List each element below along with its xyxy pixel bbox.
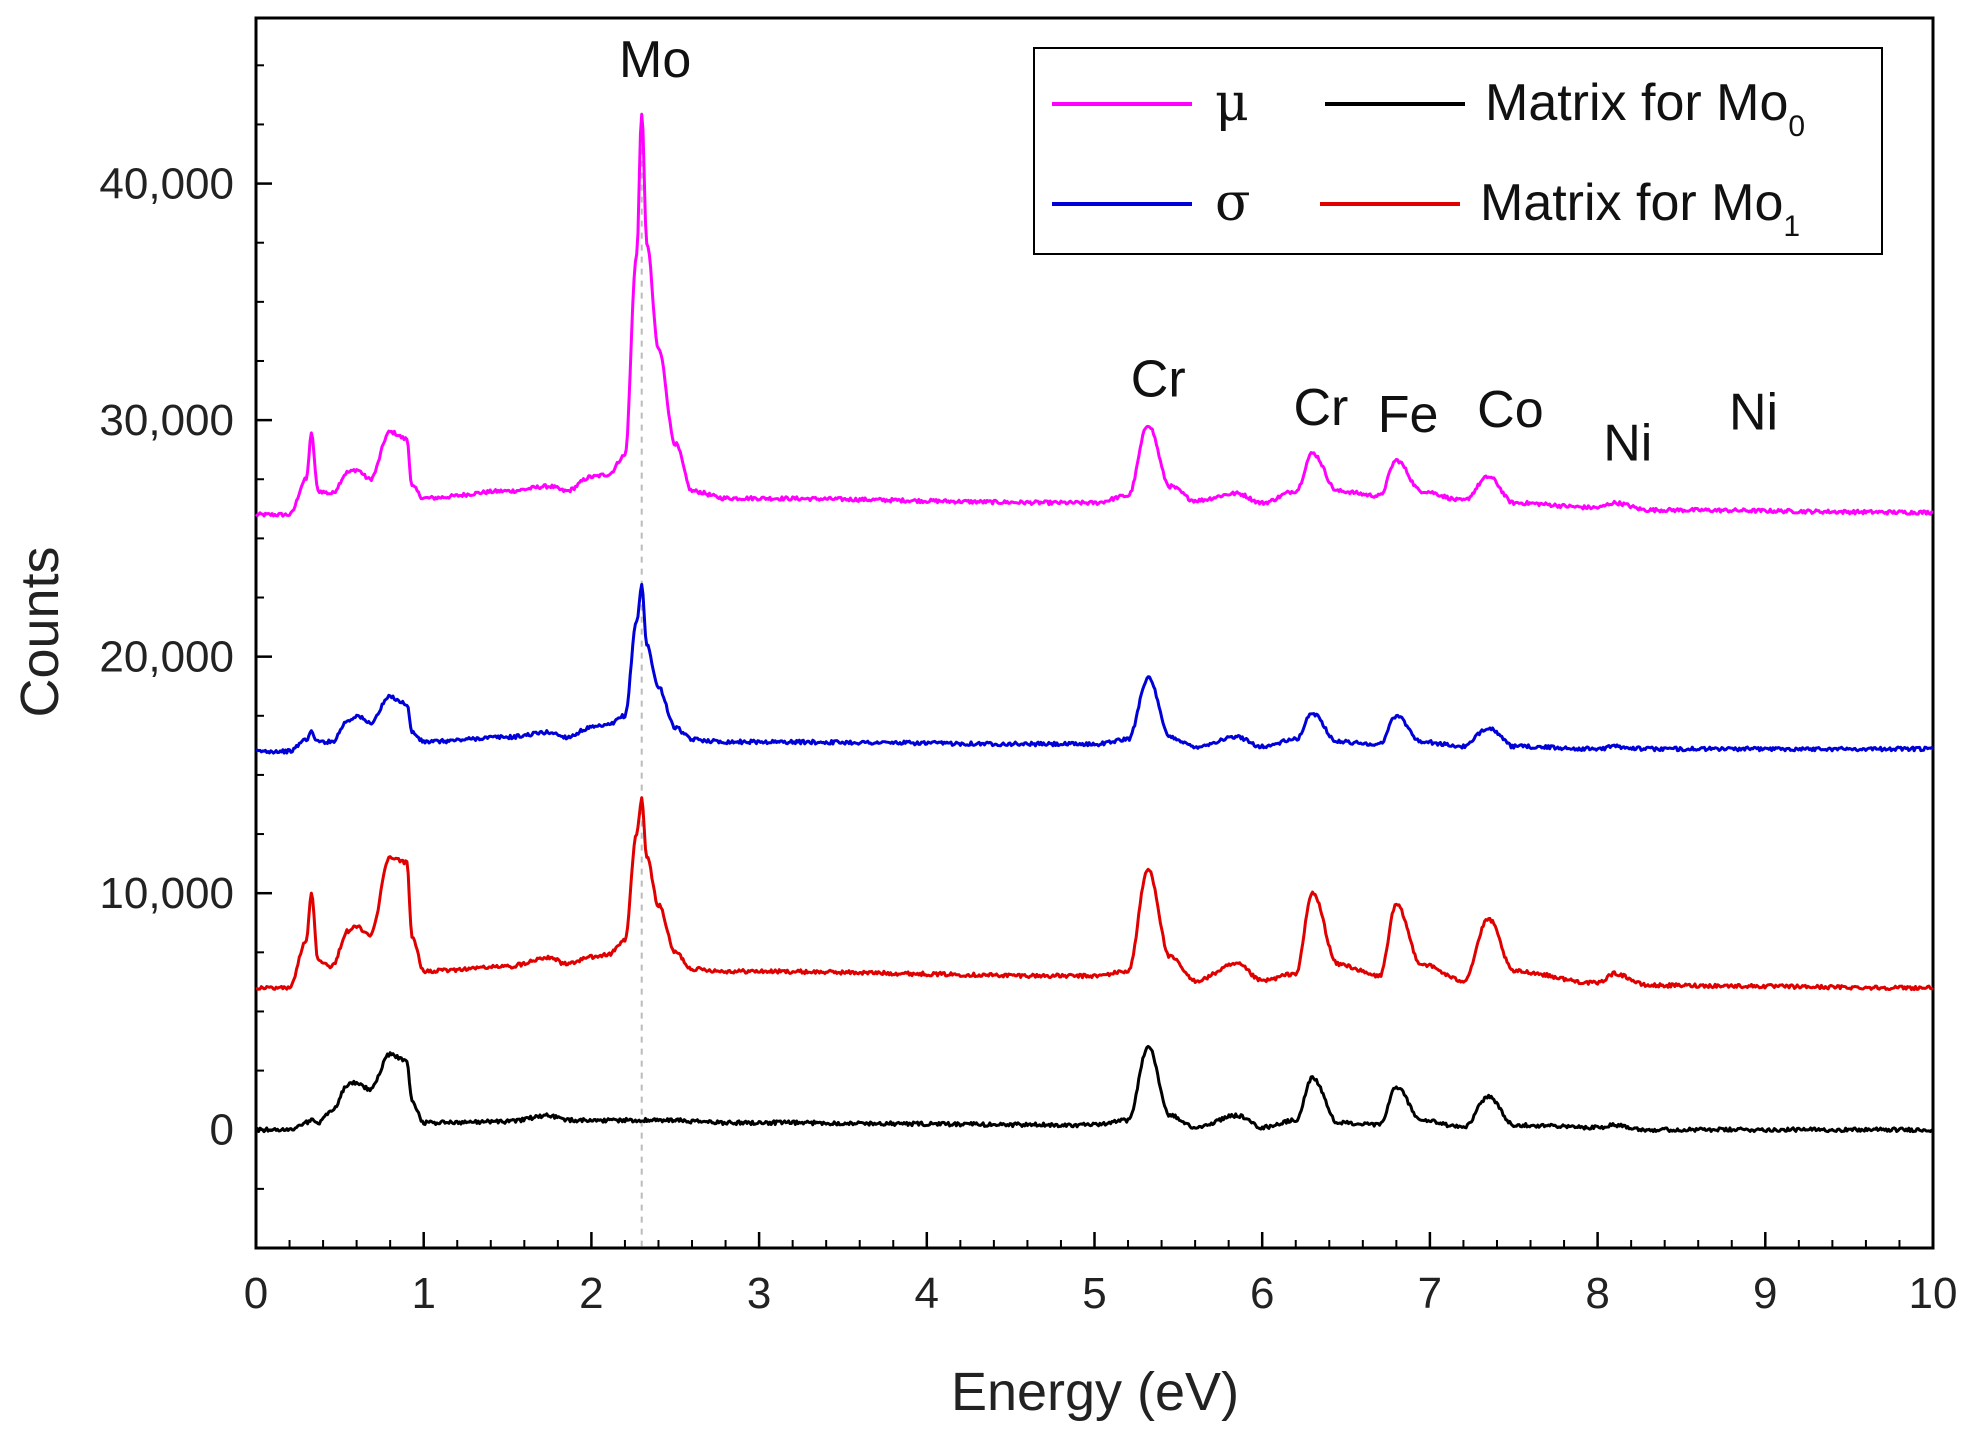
series-line-2 xyxy=(255,796,1934,992)
y-tick-label: 10,000 xyxy=(99,869,234,918)
legend: μ Matrix for Mo0 σ Matrix for Mo1 xyxy=(1033,47,1883,255)
legend-subscript-0: 0 xyxy=(1788,110,1805,143)
legend-subscript-1: 1 xyxy=(1783,210,1800,243)
legend-box xyxy=(1033,47,1883,255)
legend-label-matrix-mo0: Matrix for Mo0 xyxy=(1485,74,1805,143)
peak-label: Cr xyxy=(1293,379,1348,437)
x-tick-label: 8 xyxy=(1585,1269,1609,1318)
series-line-1 xyxy=(255,582,1935,755)
x-tick-label: 7 xyxy=(1418,1269,1442,1318)
legend-label-matrix-mo1: Matrix for Mo1 xyxy=(1480,174,1800,243)
peak-label: Cr xyxy=(1131,350,1186,408)
y-tick-label: 40,000 xyxy=(99,160,234,209)
y-tick-label: 0 xyxy=(210,1106,234,1155)
peak-annotations: Mo Cr Cr Fe Co Ni Ni xyxy=(619,31,1778,472)
series-line-0 xyxy=(254,112,1934,518)
peak-label: Ni xyxy=(1603,414,1652,472)
x-tick-label: 10 xyxy=(1909,1269,1958,1318)
series-layer xyxy=(254,112,1935,1134)
peak-label: Fe xyxy=(1378,386,1439,444)
x-tick-label: 5 xyxy=(1082,1269,1106,1318)
x-tick-label: 0 xyxy=(244,1269,268,1318)
x-tick-label: 2 xyxy=(579,1269,603,1318)
series-line-3 xyxy=(254,1044,1934,1134)
x-tick-label: 1 xyxy=(411,1269,435,1318)
legend-label-mu: μ xyxy=(1215,73,1249,133)
x-tick-label: 9 xyxy=(1753,1269,1777,1318)
y-axis-title: Counts xyxy=(10,546,70,717)
x-tick-label: 4 xyxy=(915,1269,939,1318)
y-tick-label: 30,000 xyxy=(99,396,234,445)
x-axis-title: Energy (eV) xyxy=(951,1362,1239,1422)
peak-label: Co xyxy=(1477,381,1543,439)
legend-label-sigma: σ xyxy=(1215,173,1251,233)
x-axis-ticks: 0 1 2 3 4 5 6 7 8 9 10 xyxy=(244,1232,1958,1318)
peak-label: Mo xyxy=(619,31,691,89)
y-axis-ticks: 0 10,000 20,000 30,000 40,000 xyxy=(99,64,272,1190)
x-tick-label: 3 xyxy=(747,1269,771,1318)
peak-label: Ni xyxy=(1729,384,1778,442)
y-tick-label: 20,000 xyxy=(99,633,234,682)
x-tick-label: 6 xyxy=(1250,1269,1274,1318)
